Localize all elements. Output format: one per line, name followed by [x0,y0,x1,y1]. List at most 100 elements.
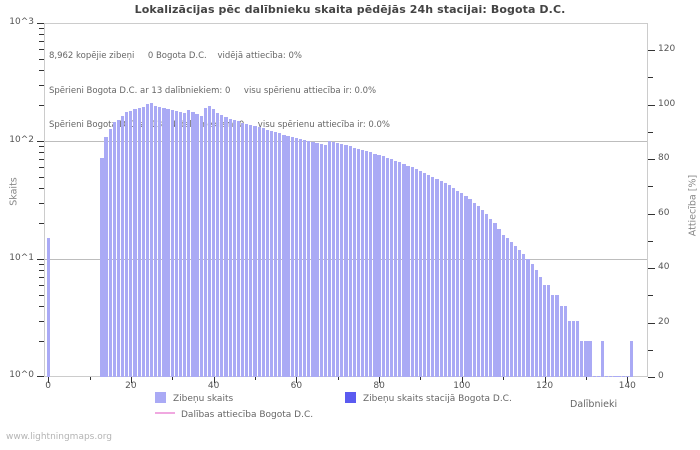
bar[interactable] [319,144,323,377]
bar[interactable] [278,133,282,377]
bar[interactable] [170,110,174,377]
bar[interactable] [195,114,199,377]
bar[interactable] [398,162,402,377]
bar[interactable] [307,141,311,377]
bar[interactable] [137,108,141,377]
bar[interactable] [542,285,547,377]
bar[interactable] [456,190,460,377]
bar[interactable] [534,270,538,377]
bar[interactable] [249,124,253,377]
bar[interactable] [257,127,261,377]
bar[interactable] [274,132,278,377]
bar[interactable] [497,228,501,377]
bar[interactable] [476,206,480,377]
bar[interactable] [286,136,290,377]
bar[interactable] [174,110,178,377]
bar[interactable] [149,102,154,377]
bar[interactable] [451,187,456,377]
bar[interactable] [555,294,559,377]
bar[interactable] [232,120,236,377]
bar[interactable] [116,119,121,377]
bar[interactable] [518,249,522,377]
bar[interactable] [108,128,112,377]
bar[interactable] [605,376,609,377]
bar[interactable] [253,126,257,377]
bar[interactable] [468,199,472,377]
bar[interactable] [269,130,274,377]
bar[interactable] [563,305,567,377]
legend-item-count[interactable]: Zibeņu skaits [155,392,233,404]
bar[interactable] [505,238,509,377]
bar[interactable] [464,196,468,377]
bar[interactable] [199,115,203,377]
bar[interactable] [162,107,166,377]
bar[interactable] [240,122,245,377]
bar[interactable] [112,121,116,377]
bar[interactable] [621,376,625,377]
bar[interactable] [389,159,394,377]
bar[interactable] [145,104,150,377]
bar[interactable] [567,320,571,377]
bar[interactable] [402,163,406,377]
bar[interactable] [154,106,158,377]
bar[interactable] [120,115,125,377]
bar[interactable] [203,108,207,377]
bar[interactable] [571,320,576,377]
bar[interactable] [418,170,423,377]
bar[interactable] [588,341,592,377]
bar[interactable] [381,156,385,377]
bar[interactable] [385,157,389,377]
bar[interactable] [373,153,377,377]
bar[interactable] [435,178,439,377]
bar[interactable] [580,341,584,377]
bar[interactable] [323,145,327,377]
bar[interactable] [547,285,551,377]
bar[interactable] [129,111,133,377]
bar[interactable] [207,106,212,377]
bar[interactable] [236,120,241,377]
bar[interactable] [104,137,108,377]
bar[interactable] [224,116,228,377]
bar[interactable] [282,134,286,377]
bar[interactable] [178,112,183,377]
bar[interactable] [522,254,526,377]
bar[interactable] [228,118,232,377]
bar[interactable] [538,277,543,377]
bar[interactable] [158,106,162,377]
bar[interactable] [290,137,294,377]
bar[interactable] [617,376,621,377]
bar[interactable] [493,223,497,377]
bar[interactable] [377,155,381,377]
bar[interactable] [212,109,216,377]
bar[interactable] [191,112,195,377]
bar[interactable] [360,149,365,377]
bar[interactable] [613,376,617,377]
bar[interactable] [327,141,332,377]
bar[interactable] [46,238,50,377]
bar[interactable] [100,157,104,377]
bar[interactable] [344,145,348,377]
bar[interactable] [576,320,580,377]
bar[interactable] [501,234,505,377]
bar[interactable] [480,210,485,377]
bar[interactable] [514,245,518,377]
bar[interactable] [216,113,220,377]
bar[interactable] [625,376,629,377]
bar[interactable] [261,128,265,377]
bar[interactable] [447,185,452,377]
bar[interactable] [600,341,605,377]
bar[interactable] [509,241,514,377]
bar[interactable] [265,129,269,377]
bar[interactable] [294,138,298,377]
bar[interactable] [489,218,493,377]
bar[interactable] [422,172,427,377]
bar[interactable] [596,376,600,377]
bar[interactable] [220,115,224,377]
bar[interactable] [394,160,398,377]
bar[interactable] [439,180,443,377]
bar[interactable] [629,341,634,377]
bar[interactable] [125,112,129,377]
legend-item-station[interactable]: Zibeņu skaits stacijā Bogota D.C. [345,392,512,404]
bar[interactable] [336,143,340,377]
bar[interactable] [187,110,191,377]
